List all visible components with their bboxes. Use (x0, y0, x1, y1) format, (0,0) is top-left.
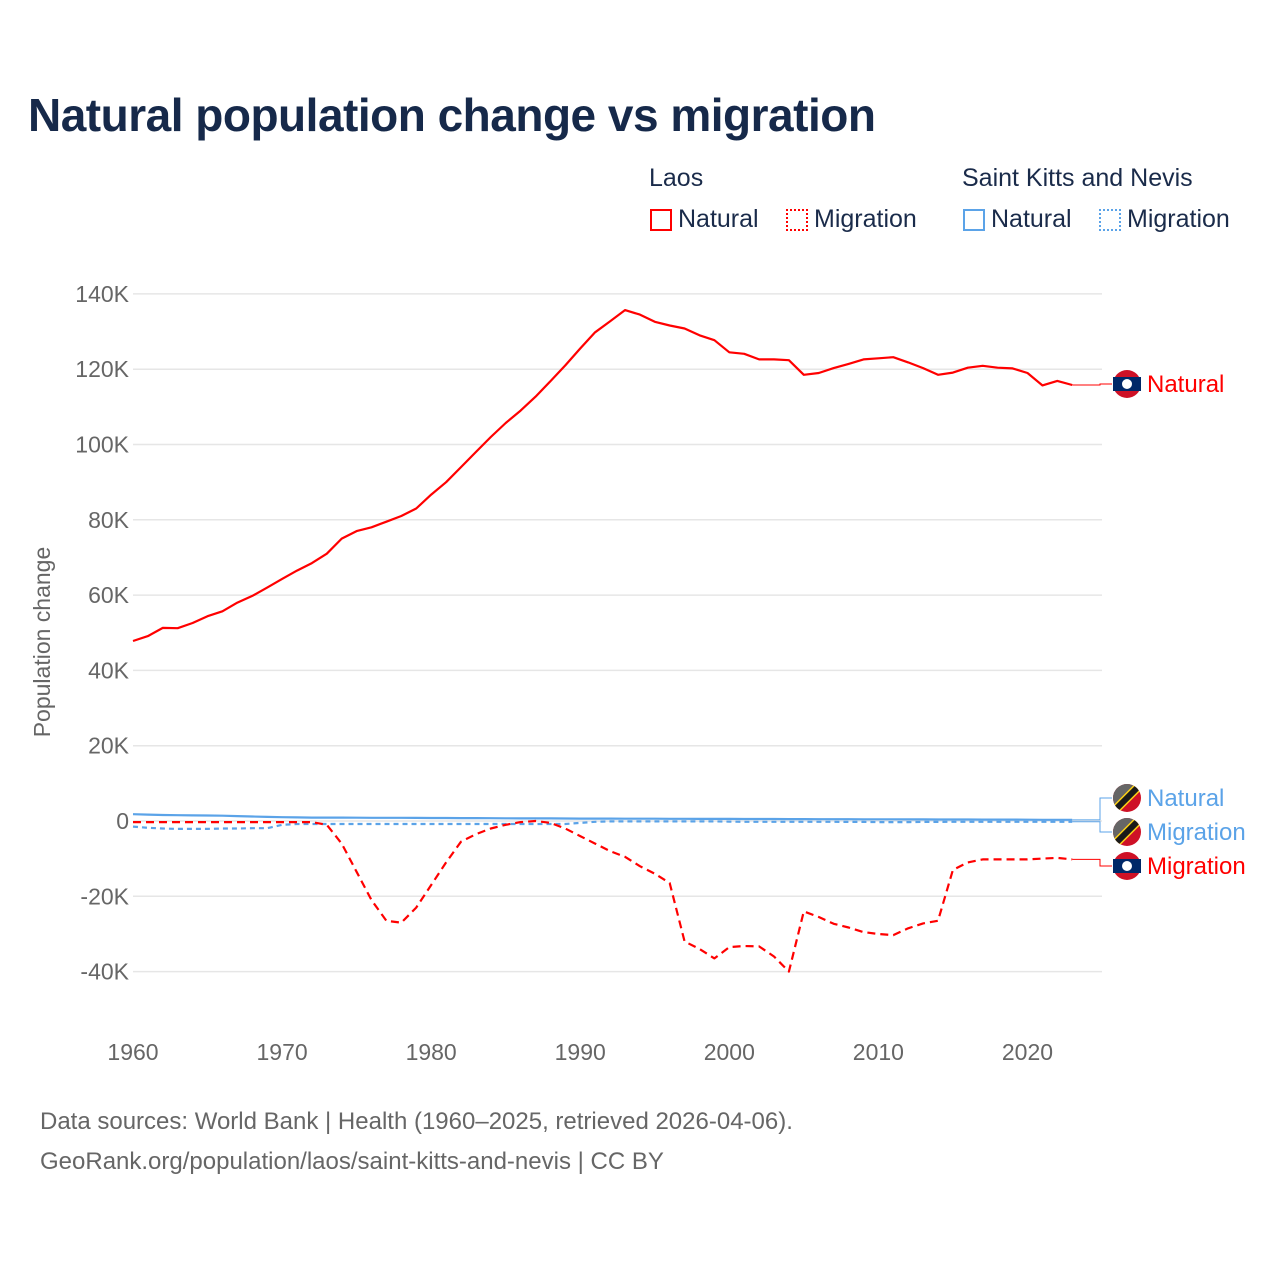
legend-label: Natural (678, 205, 759, 233)
end-label: Migration (1147, 819, 1246, 846)
legend-group-laos: Laos (649, 164, 704, 192)
x-tick-label: 1970 (256, 1039, 307, 1065)
flag-black (1113, 784, 1141, 812)
series-line-saint-kitts-and-nevis-migration (132, 820, 1073, 830)
x-tick-label: 2020 (1002, 1039, 1053, 1065)
dotted-swatch-icon (1099, 208, 1121, 231)
dotted-swatch-icon (786, 208, 808, 231)
flag-body (1113, 784, 1141, 812)
legend-label: Migration (1127, 205, 1230, 233)
end-label: Natural (1147, 785, 1224, 812)
end-label: Migration (1147, 853, 1246, 880)
solid-swatch-icon (963, 208, 985, 231)
x-tick-label: 1990 (555, 1039, 606, 1065)
chart-title: Natural population change vs migration (28, 89, 876, 141)
y-axis-label: Population change (29, 547, 55, 738)
x-tick-label: 2000 (704, 1039, 755, 1065)
flag-disc (1122, 861, 1132, 871)
saint-kitts-flag-icon (1113, 818, 1141, 846)
y-tick-label: 60K (88, 582, 130, 608)
x-tick-label: 1980 (406, 1039, 457, 1065)
footer-sources: Data sources: World Bank | Health (1960–… (40, 1108, 793, 1135)
series-line-saint-kitts-and-nevis-natural (132, 813, 1073, 821)
end-label: Natural (1147, 371, 1224, 398)
laos-flag-icon (1113, 370, 1141, 398)
y-tick-label: 40K (88, 657, 130, 683)
x-tick-label: 2010 (853, 1039, 904, 1065)
legend-item-skn-migration[interactable]: Migration (1099, 205, 1230, 234)
y-tick-label: 20K (88, 733, 130, 759)
legend-label: Migration (814, 205, 917, 233)
saint-kitts-flag-icon (1113, 784, 1141, 812)
series-line-laos-migration (133, 819, 1073, 973)
x-tick-label: 1960 (107, 1039, 158, 1065)
flag-body (1113, 818, 1141, 846)
flag-black (1113, 818, 1141, 846)
series-line-laos-natural (132, 309, 1073, 643)
footer-link[interactable]: GeoRank.org/population/laos/saint-kitts-… (40, 1148, 664, 1175)
legend-item-laos-natural[interactable]: Natural (650, 205, 759, 234)
label-connector (1072, 858, 1112, 867)
legend-group-saint-kitts: Saint Kitts and Nevis (962, 164, 1193, 192)
laos-flag-icon (1113, 852, 1141, 880)
label-connector (1072, 383, 1112, 386)
legend-label: Natural (991, 205, 1072, 233)
y-tick-label: 100K (75, 432, 129, 458)
legend-item-laos-migration[interactable]: Migration (786, 205, 917, 234)
solid-swatch-icon (650, 208, 672, 231)
legend-item-skn-natural[interactable]: Natural (963, 205, 1072, 234)
label-connector (1072, 821, 1112, 833)
y-tick-label: -20K (80, 883, 129, 909)
y-tick-label: 0 (116, 808, 129, 834)
label-connector (1072, 797, 1112, 821)
y-tick-label: 80K (88, 507, 130, 533)
flag-disc (1122, 379, 1132, 389)
y-tick-label: 140K (75, 281, 129, 307)
y-tick-label: 120K (75, 356, 129, 382)
y-tick-label: -40K (80, 959, 129, 985)
